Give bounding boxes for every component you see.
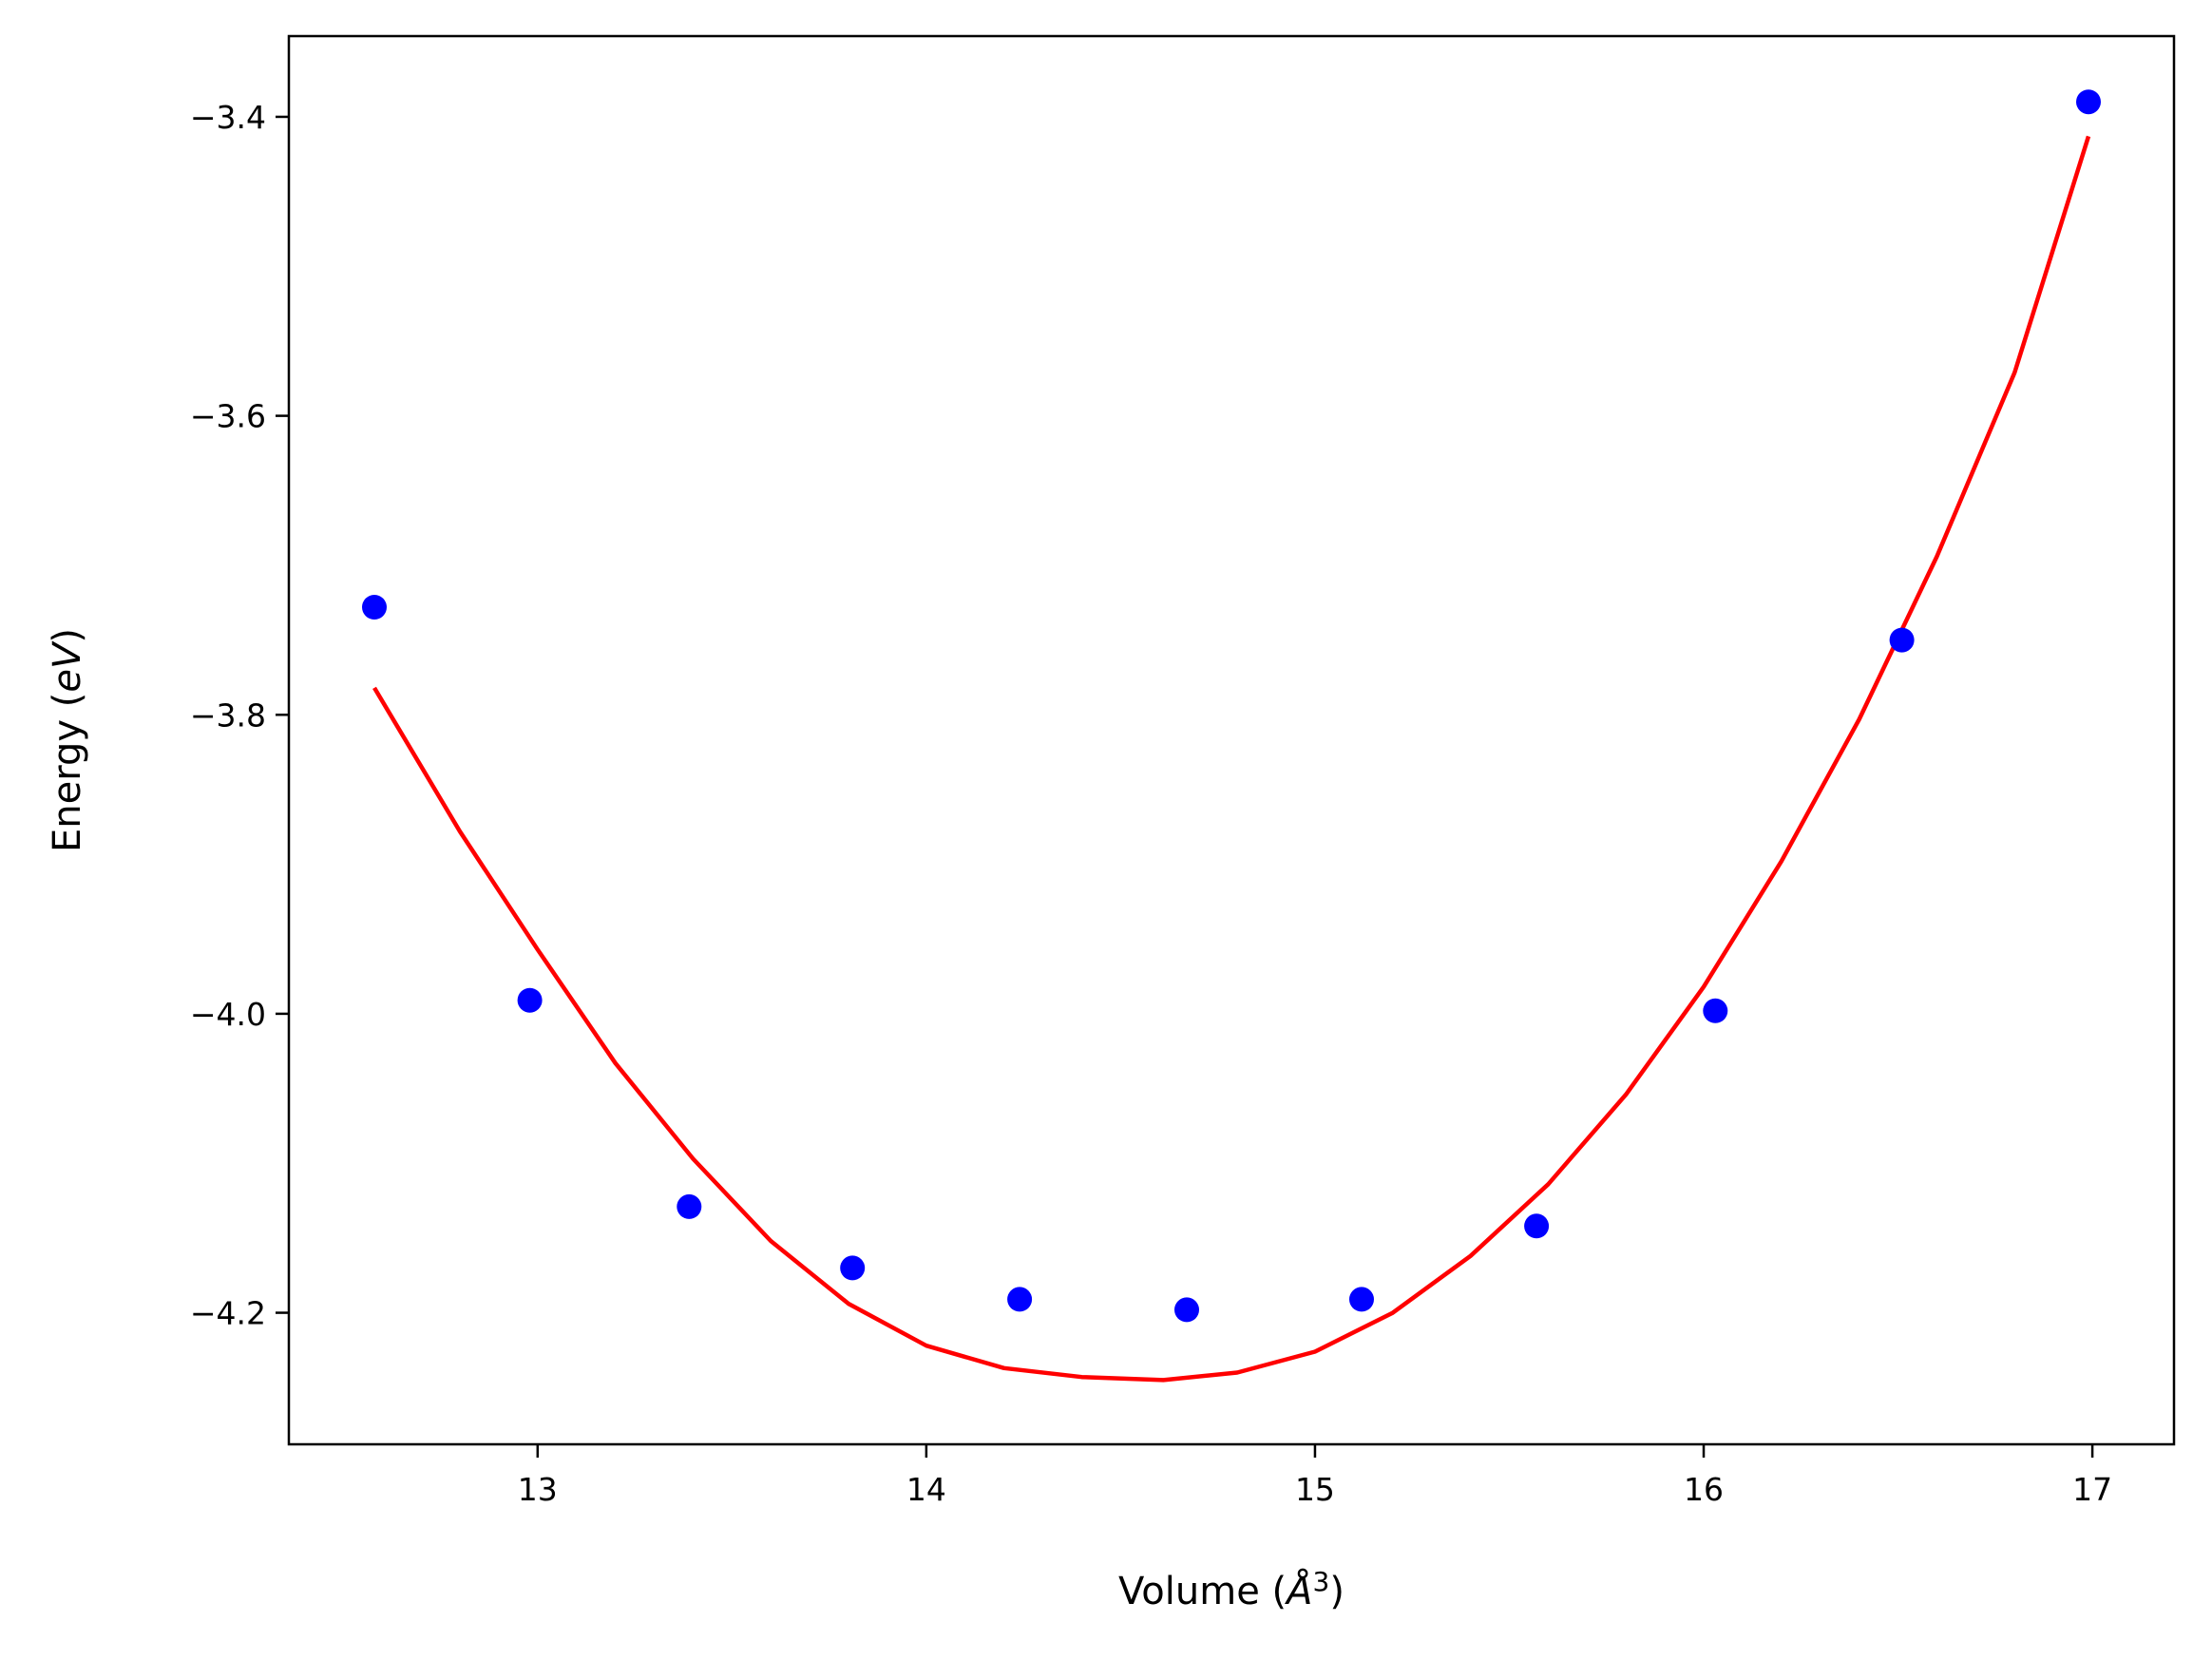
y-axis-label: Energy (eV) (46, 628, 89, 852)
x-tick-label: 15 (1295, 1471, 1335, 1508)
data-point (2076, 89, 2101, 115)
data-point (517, 987, 543, 1013)
data-point (1889, 627, 1915, 653)
y-tick-label: −4.2 (190, 1295, 266, 1332)
x-tick-label: 14 (906, 1471, 946, 1508)
data-point (1007, 1287, 1033, 1312)
data-point (362, 595, 387, 620)
y-axis-ticks: −4.2 −4.0 −3.8 −3.6 −3.4 (190, 99, 289, 1332)
y-tick-label: −3.8 (190, 696, 266, 734)
y-axis-label-unit: eV (46, 640, 89, 693)
plot-background (289, 36, 2174, 1444)
x-axis-label-unit: Å (1284, 1568, 1312, 1613)
y-tick-label: −3.6 (190, 398, 266, 435)
x-axis-label: Volume (Å3) (1118, 1566, 1344, 1613)
y-tick-label: −3.4 (190, 99, 266, 136)
x-axis-ticks: 13 14 15 16 17 (518, 1444, 2112, 1508)
data-points-layer (362, 89, 2101, 1323)
y-tick-label: −4.0 (190, 996, 266, 1033)
fit-curve (372, 135, 2091, 1383)
x-tick-label: 13 (518, 1471, 558, 1508)
data-point (677, 1193, 702, 1219)
data-point (840, 1255, 866, 1281)
x-axis-label-exponent: 3 (1313, 1566, 1330, 1597)
plot-frame (287, 34, 2176, 1446)
data-point (1174, 1297, 1199, 1323)
data-point (1703, 998, 1728, 1023)
data-point (1349, 1287, 1374, 1312)
fit-line-layer (372, 135, 2091, 1383)
x-tick-label: 16 (1684, 1471, 1724, 1508)
data-point (1524, 1213, 1550, 1239)
x-tick-label: 17 (2072, 1471, 2112, 1508)
